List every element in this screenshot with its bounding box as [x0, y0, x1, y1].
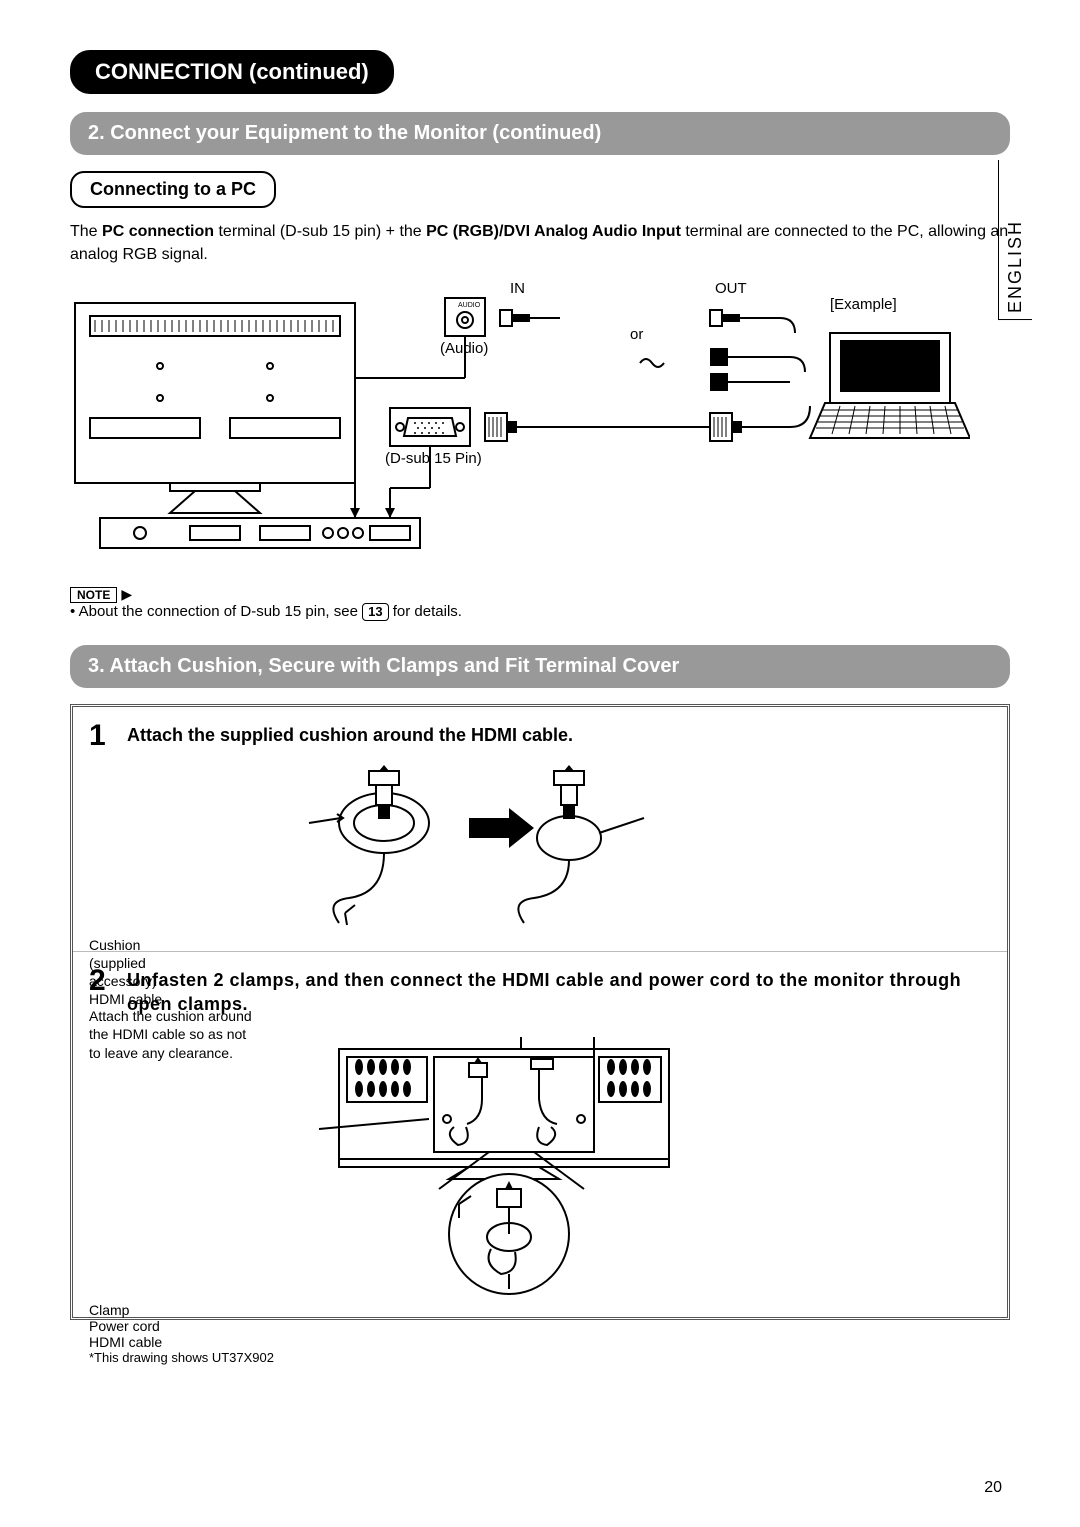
step-2-diagram: Clamp Power cord HDMI cable *This drawin…: [89, 1029, 991, 1299]
clamp-label: Clamp: [89, 1302, 991, 1318]
connection-diagram-svg: AUDIO: [70, 278, 970, 568]
note-text-post: for details.: [389, 603, 462, 620]
connection-diagram: AUDIO: [70, 278, 1010, 568]
section-heading-3: 3. Attach Cushion, Secure with Clamps an…: [70, 645, 1010, 688]
page-number: 20: [984, 1479, 1002, 1497]
txt: The: [70, 223, 102, 240]
txt: Cushion: [89, 937, 140, 953]
note-text-pre: • About the connection of D-sub 15 pin, …: [70, 603, 362, 620]
txt-bold: PC connection: [102, 223, 214, 240]
txt: Attach the cushion around: [89, 1008, 252, 1024]
subsection-heading: Connecting to a PC: [70, 171, 276, 208]
note-tag: NOTE: [70, 587, 117, 603]
chapter-heading: CONNECTION (continued): [70, 50, 394, 94]
txt: terminal (D-sub 15 pin) + the: [214, 223, 426, 240]
step-1: 1 Attach the supplied cushion around the…: [73, 707, 1007, 952]
lbl-or: or: [630, 326, 643, 343]
section2-body: The PC connection terminal (D-sub 15 pin…: [70, 220, 1010, 266]
step-1-title: Attach the supplied cushion around the H…: [127, 721, 573, 747]
txt-bold: PC (RGB)/DVI Analog Audio Input: [426, 223, 681, 240]
power-cord-label: Power cord: [89, 1318, 991, 1334]
lbl-in: IN: [510, 280, 525, 297]
step-1-diagram: Cushion (supplied accessory) HDMI cable …: [89, 763, 991, 933]
note-block: NOTE▶ • About the connection of D-sub 15…: [70, 586, 1010, 621]
drawing-footnote: *This drawing shows UT37X902: [89, 1350, 991, 1365]
step-1-number: 1: [89, 721, 115, 751]
lbl-example: [Example]: [830, 296, 897, 313]
section-heading-2: 2. Connect your Equipment to the Monitor…: [70, 112, 1010, 155]
lbl-dsub: (D-sub 15 Pin): [385, 450, 482, 467]
cushion-label: Cushion (supplied accessory): [89, 936, 991, 991]
note-arrow-icon: ▶: [121, 586, 132, 602]
steps-frame: 1 Attach the supplied cushion around the…: [70, 704, 1010, 1320]
lbl-out: OUT: [715, 280, 747, 297]
hdmi-label: HDMI cable: [89, 991, 991, 1007]
svg-text:AUDIO: AUDIO: [458, 302, 481, 309]
txt: accessory): [89, 973, 157, 989]
hdmi-cable-label: HDMI cable: [89, 1334, 991, 1350]
page-ref: 13: [362, 603, 388, 621]
lbl-audio: (Audio): [440, 340, 488, 357]
txt: (supplied: [89, 955, 146, 971]
